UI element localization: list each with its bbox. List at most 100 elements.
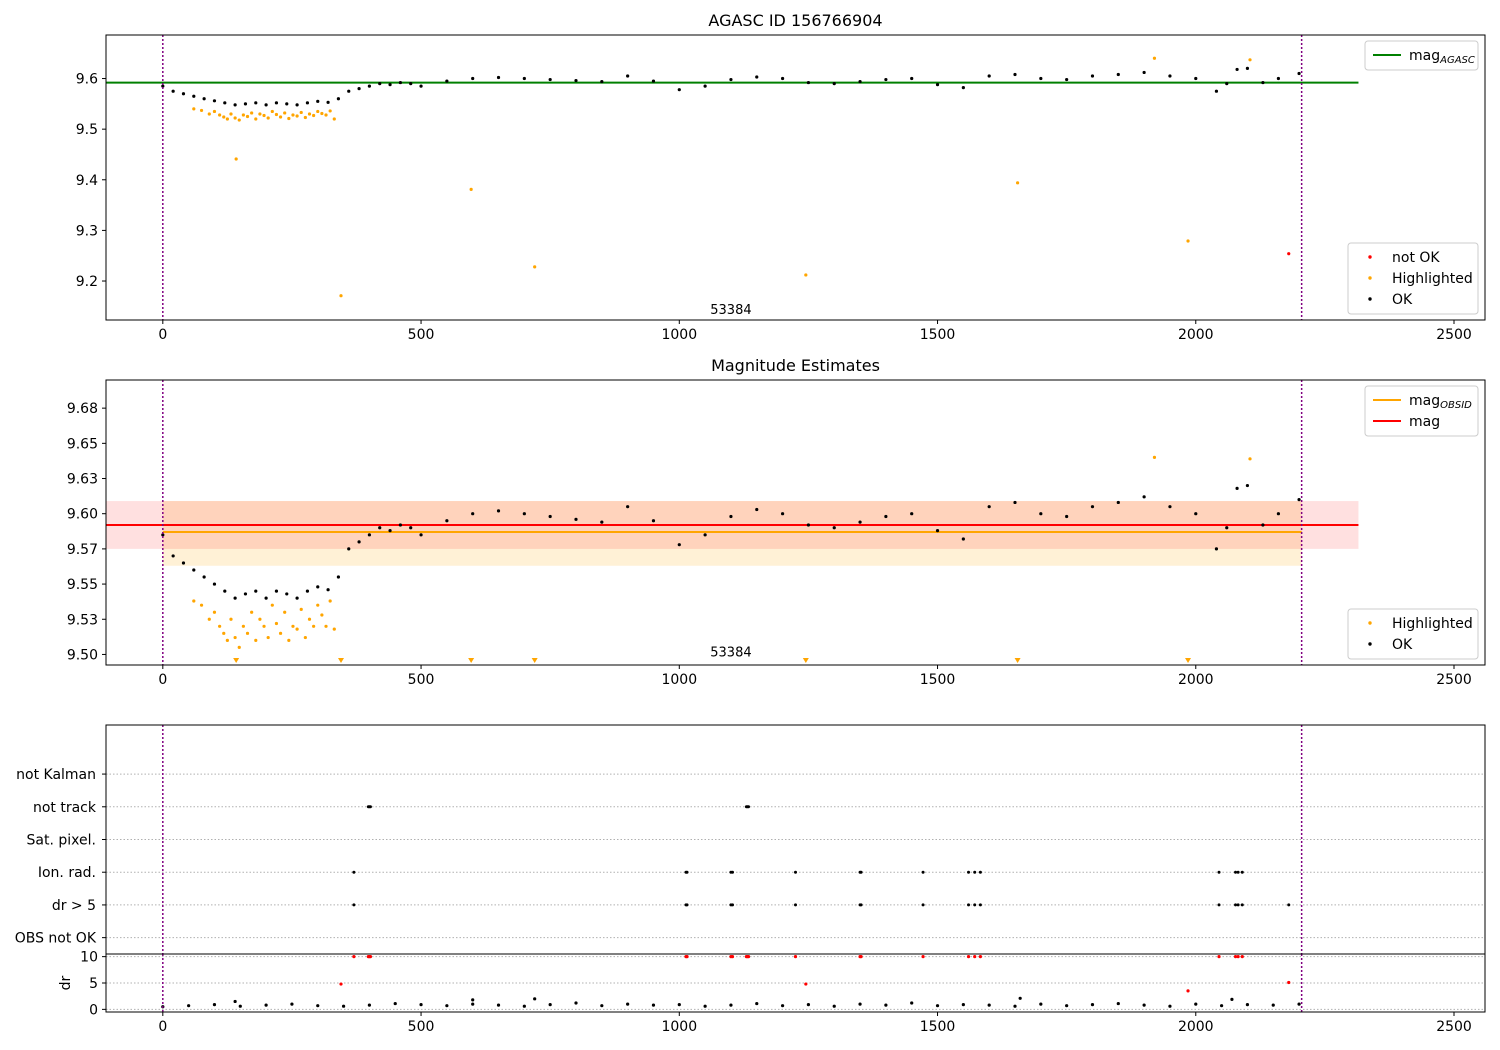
- data-point: [266, 635, 270, 640]
- series-dr: [161, 996, 1301, 1009]
- data-point: [471, 1002, 475, 1006]
- data-point: [250, 610, 254, 614]
- x-tick-label: 0: [158, 1019, 167, 1035]
- legend-label-subscript: AGASC: [1439, 55, 1475, 66]
- data-point: [574, 517, 578, 521]
- x-tick-label: 2000: [1178, 327, 1214, 343]
- data-point: [1018, 996, 1022, 1000]
- data-point: [192, 94, 196, 98]
- data-point: [274, 621, 279, 626]
- y-tick-label: 9.60: [67, 507, 98, 523]
- data-point: [1116, 1001, 1120, 1006]
- y-tick-label: 0: [89, 1002, 98, 1018]
- data-point: [755, 1001, 759, 1006]
- data-point: [973, 955, 977, 959]
- data-point: [326, 588, 330, 592]
- data-point: [238, 1004, 242, 1008]
- data-point: [1287, 980, 1291, 985]
- data-point: [987, 505, 991, 509]
- data-point: [677, 543, 681, 547]
- data-point: [1236, 870, 1240, 874]
- data-point: [1236, 955, 1240, 959]
- data-point: [1152, 455, 1157, 460]
- data-point: [1217, 955, 1221, 959]
- data-point: [357, 87, 361, 91]
- data-point: [305, 101, 310, 105]
- x-axis: 0 500 1000 1500 2000 2500: [158, 1012, 1472, 1035]
- data-point: [1116, 500, 1120, 505]
- data-point: [225, 638, 229, 642]
- data-point: [935, 528, 940, 533]
- chart-panel-3: not Kalman not track Sat. pixel. Ion. rad. d…: [15, 724, 1486, 955]
- data-point: [328, 109, 332, 113]
- data-point: [967, 870, 971, 874]
- highlight-markers: [233, 658, 1192, 663]
- legend-top-right: magAGASC: [1364, 40, 1479, 71]
- data-point: [574, 1001, 578, 1005]
- data-point: [1065, 514, 1069, 519]
- data-point: [254, 117, 258, 121]
- x-tick-label: 2500: [1436, 327, 1472, 343]
- data-point: [1194, 512, 1198, 516]
- data-point: [469, 187, 473, 191]
- data-point: [1248, 457, 1252, 461]
- data-point: [398, 80, 402, 85]
- data-point: [419, 533, 423, 537]
- data-point: [780, 76, 785, 81]
- data-point: [332, 627, 336, 631]
- data-point: [910, 76, 914, 81]
- data-point: [316, 109, 320, 114]
- data-point: [199, 108, 204, 113]
- data-point: [522, 76, 526, 81]
- data-point: [794, 903, 797, 907]
- legend-label: OK: [1392, 292, 1413, 308]
- data-point: [1013, 1004, 1017, 1008]
- data-point: [316, 603, 320, 607]
- data-point: [270, 603, 274, 607]
- y-tick-label: 9.53: [67, 612, 98, 628]
- data-point: [243, 592, 248, 596]
- data-point: [677, 1003, 681, 1007]
- data-point: [677, 88, 681, 92]
- data-point: [804, 273, 808, 277]
- data-point: [299, 607, 303, 612]
- y-axis: 9.50 9.53 9.55 9.57 9.60 9.63 9.65 9.68: [67, 401, 106, 663]
- data-point: [1194, 1002, 1198, 1006]
- data-point: [729, 77, 733, 82]
- legend-label: not OK: [1392, 250, 1440, 266]
- x-tick-label: 2500: [1436, 672, 1472, 688]
- data-point: [212, 109, 217, 114]
- y-tick-label: 9.5: [76, 122, 98, 138]
- data-point: [1214, 89, 1219, 93]
- data-point: [357, 540, 361, 544]
- data-point: [1168, 74, 1172, 78]
- y-tick-label: 9.68: [67, 401, 98, 417]
- data-point: [347, 547, 351, 551]
- data-point: [258, 112, 262, 116]
- data-point: [285, 102, 289, 106]
- data-point: [978, 870, 982, 874]
- data-point: [171, 554, 175, 558]
- data-point: [755, 507, 759, 512]
- triangle-marker: [468, 658, 475, 663]
- data-point: [1245, 66, 1250, 71]
- data-point: [1039, 76, 1043, 81]
- y-tick-label: 9.57: [67, 542, 98, 558]
- data-point: [961, 86, 965, 90]
- data-point: [747, 805, 751, 809]
- data-point: [237, 645, 241, 650]
- data-point: [1297, 1002, 1301, 1006]
- data-point: [806, 1003, 811, 1007]
- data-point: [341, 1004, 346, 1008]
- data-point: [339, 982, 343, 986]
- triangle-marker: [337, 658, 344, 663]
- data-point: [548, 77, 552, 82]
- data-point: [987, 74, 991, 78]
- legend-dot-swatch: [1368, 297, 1372, 301]
- data-point: [1186, 989, 1190, 993]
- legend-box: [1347, 242, 1479, 315]
- data-point: [935, 1004, 940, 1008]
- data-point: [987, 1003, 991, 1007]
- data-point: [806, 80, 811, 85]
- legend-box: [1364, 385, 1479, 437]
